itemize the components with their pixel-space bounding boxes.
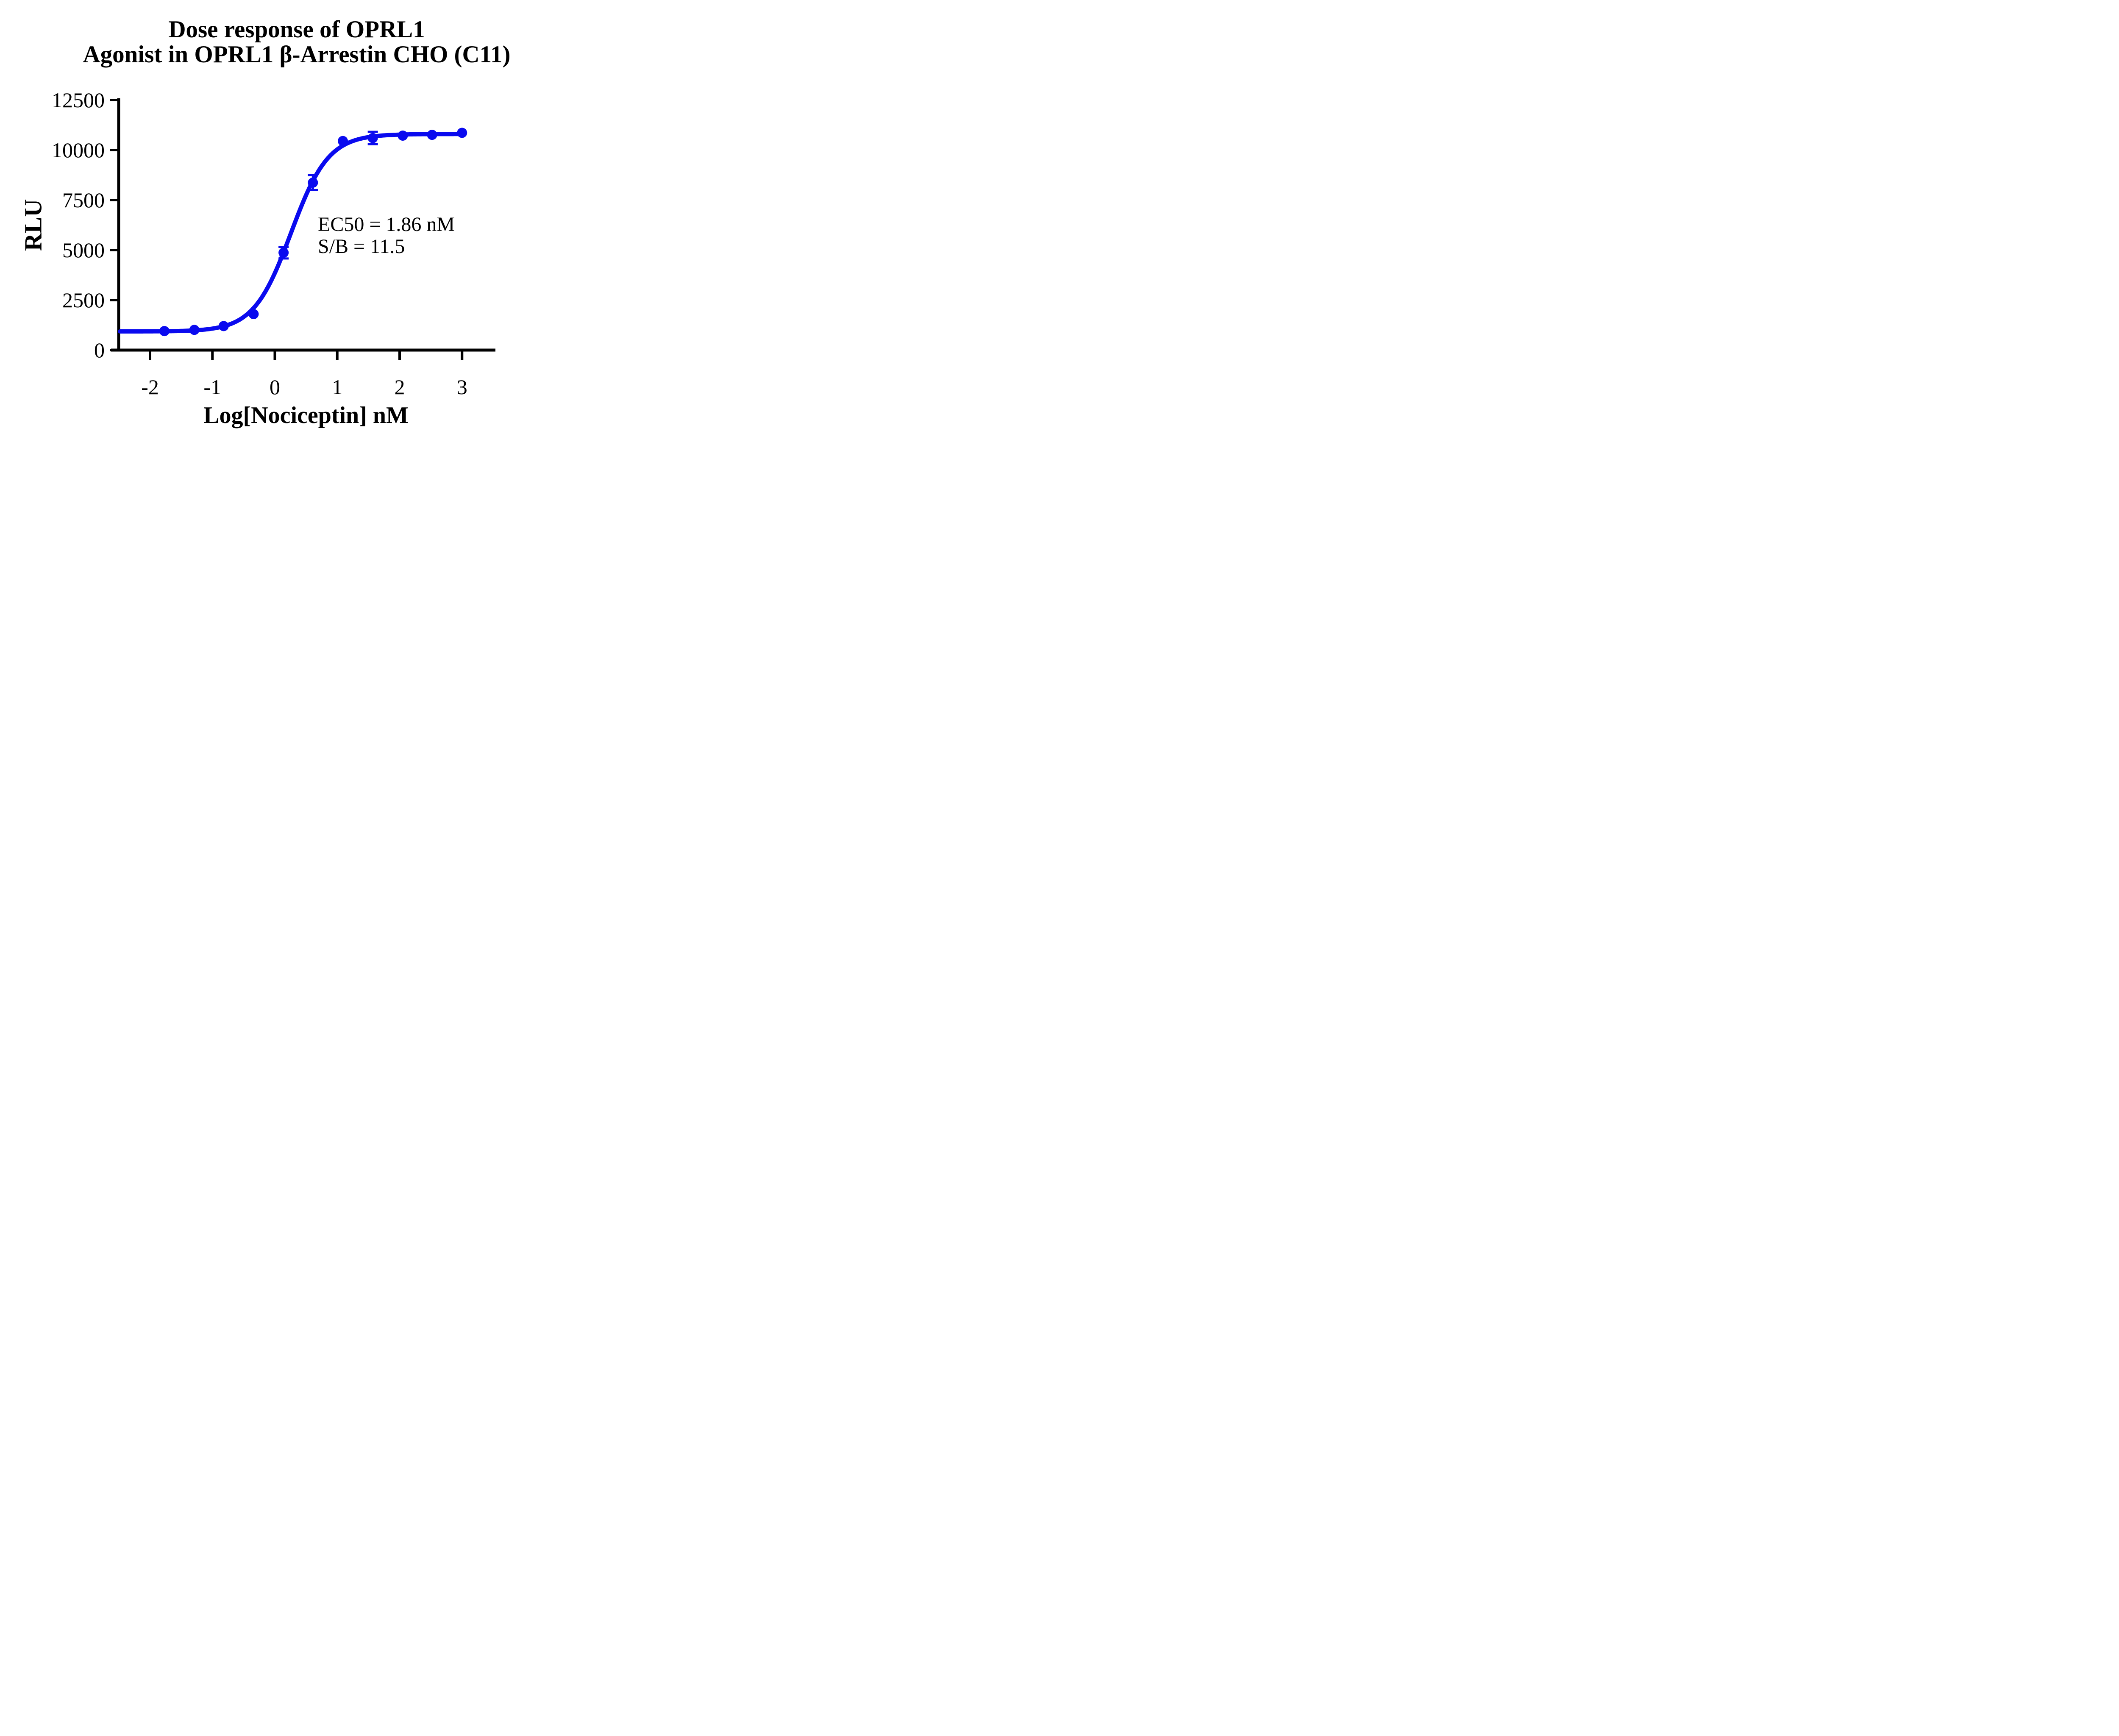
data-point-marker — [338, 136, 348, 146]
x-tick-label: -1 — [203, 375, 221, 399]
data-point-marker — [248, 309, 259, 320]
x-tick-label: 2 — [395, 375, 405, 399]
data-point-marker — [457, 128, 467, 138]
x-tick-label: -2 — [141, 375, 159, 399]
sb-annotation: S/B = 11.5 — [318, 235, 405, 258]
chart-title-line1: Dose response of OPRL1 — [168, 16, 425, 43]
y-tick-label: 5000 — [62, 238, 105, 262]
y-tick-label: 0 — [94, 338, 105, 362]
x-tick-label: 0 — [270, 375, 280, 399]
ec50-annotation: EC50 = 1.86 nM — [318, 213, 455, 236]
data-point-marker — [278, 248, 289, 258]
x-tick-label: 1 — [332, 375, 342, 399]
data-point-marker — [218, 321, 229, 331]
chart-title: Dose response of OPRL1 Agonist in OPRL1 … — [83, 17, 510, 67]
y-tick-label: 12500 — [52, 88, 105, 112]
data-point-marker — [308, 177, 318, 188]
data-point-marker — [367, 133, 378, 143]
x-axis-title: Log[Nociceptin] nM — [203, 402, 409, 428]
dose-response-figure: 0 2500 5000 7500 10000 12500 -2 -1 0 1 2 3 Dose res… — [0, 0, 554, 434]
fit-annotation: EC50 = 1.86 nM S/B = 11.5 — [318, 214, 455, 258]
y-tick-label: 7500 — [62, 188, 105, 212]
y-axis-title: RLU — [19, 199, 47, 251]
data-point-marker — [159, 326, 170, 337]
chart-title-line2: Agonist in OPRL1 β-Arrestin CHO (C11) — [83, 41, 511, 68]
plot-area: 0 2500 5000 7500 10000 12500 -2 -1 0 1 2 3 — [52, 88, 495, 399]
data-point-marker — [398, 131, 408, 141]
y-tick-label: 10000 — [52, 138, 105, 162]
x-tick-label: 3 — [457, 375, 467, 399]
data-point-marker — [427, 130, 437, 140]
data-point-marker — [189, 325, 200, 335]
y-tick-label: 2500 — [62, 288, 105, 312]
